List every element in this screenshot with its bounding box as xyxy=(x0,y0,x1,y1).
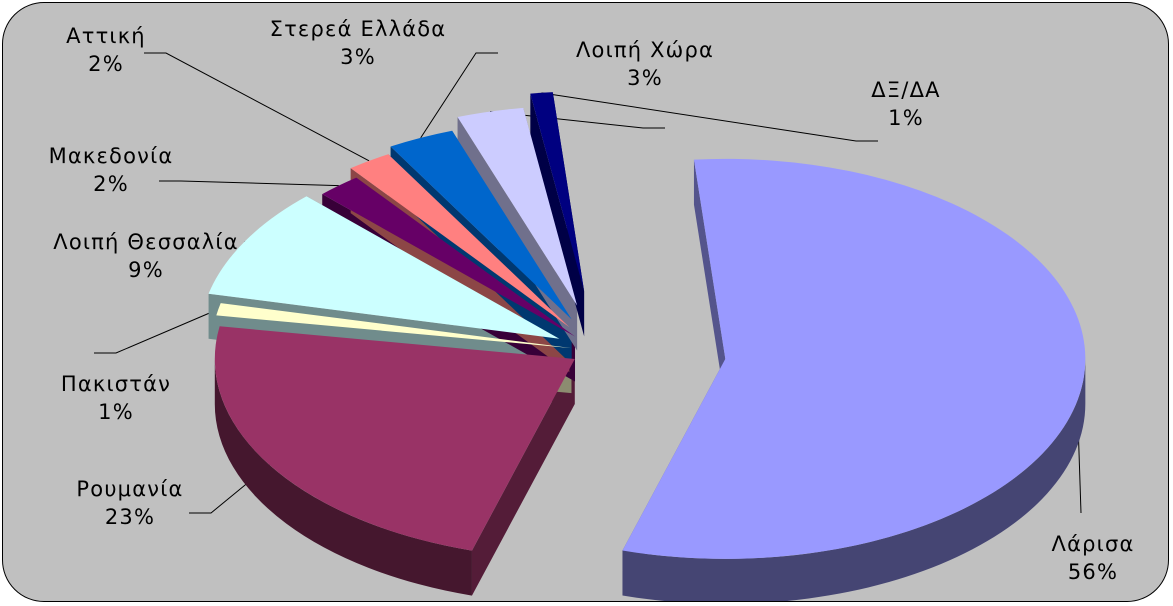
pie-slice-2 xyxy=(214,326,575,551)
slice-label-name: Λάρισα xyxy=(1052,532,1135,556)
slice-label-percent: 2% xyxy=(93,172,129,196)
slice-rim-1 xyxy=(622,358,1086,601)
slice-label-percent: 56% xyxy=(1068,560,1118,584)
pie-slice-7 xyxy=(390,130,572,320)
leader-line-5 xyxy=(159,180,339,187)
slice-label-percent: 2% xyxy=(88,52,124,76)
pie-slice-9 xyxy=(530,92,585,292)
slice-label-name: Λοιπή Θεσσαλία xyxy=(53,230,238,254)
pie-slice-5 xyxy=(322,177,576,337)
slice-label-percent: 9% xyxy=(128,258,164,282)
pie-slice-3 xyxy=(216,303,572,349)
slice-label-percent: 1% xyxy=(98,400,134,424)
pie-slice-1 xyxy=(622,158,1086,559)
pie-slice-4 xyxy=(208,196,560,339)
pie-slice-8 xyxy=(457,107,578,306)
slice-label-percent: 3% xyxy=(340,45,376,69)
slice-label-name: Ρουμανία xyxy=(76,477,183,501)
slice-side-9 xyxy=(530,92,585,337)
slice-label-percent: 23% xyxy=(105,505,155,529)
slice-label-name: Λοιπή Χώρα xyxy=(576,38,714,62)
slice-label-name: ΔΞ/ΔΑ xyxy=(871,78,940,102)
pie-chart: Λάρισα 56% Ρουμανία 23% Πακιστάν 1% Λοιπή Θεσσ… xyxy=(49,17,1135,601)
slice-label-name: Μακεδονία xyxy=(49,144,174,168)
slice-label-name: Αττική xyxy=(66,24,146,48)
leader-line-7 xyxy=(420,52,498,139)
leader-line-6 xyxy=(144,52,370,162)
slice-label-percent: 3% xyxy=(627,66,663,90)
slice-label-percent: 1% xyxy=(888,106,924,130)
leader-line-3 xyxy=(94,308,219,354)
pie-slice-6 xyxy=(350,154,570,328)
slice-label-name: Πακιστάν xyxy=(61,372,171,396)
slice-rim-2 xyxy=(214,358,472,596)
leader-line-9 xyxy=(541,92,878,142)
slice-label-name: Στερεά Ελλάδα xyxy=(270,17,447,41)
